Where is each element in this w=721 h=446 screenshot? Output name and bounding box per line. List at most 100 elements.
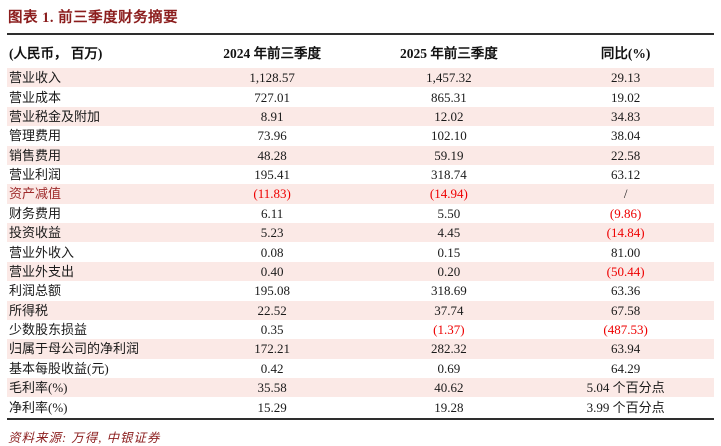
row-value: 37.74 bbox=[434, 302, 464, 318]
row-value: 22.52 bbox=[257, 302, 287, 318]
row-label: 营业外支出 bbox=[9, 263, 75, 279]
row-label: 销售费用 bbox=[9, 147, 62, 163]
row-value: 40.62 bbox=[434, 380, 464, 396]
table-row: 营业税金及附加 8.91 12.02 34.83 bbox=[7, 106, 714, 127]
table-header-row: (人民币， 百万) 2024 年前三季度 2025 年前三季度 同比(%) bbox=[7, 35, 714, 68]
row-value: 0.42 bbox=[260, 360, 284, 376]
row-label: 营业外收入 bbox=[9, 244, 75, 260]
figure-title: 图表 1. 前三季度财务摘要 bbox=[7, 3, 714, 35]
header-currency-unit: (人民币， 百万) bbox=[9, 46, 103, 61]
row-value: 318.69 bbox=[431, 283, 467, 299]
table-row: 所得税 22.52 37.74 67.58 bbox=[7, 300, 714, 320]
row-label: 财务费用 bbox=[9, 205, 62, 221]
row-value: 38.04 bbox=[611, 128, 641, 144]
row-value: 172.21 bbox=[254, 341, 290, 357]
table-row: 利润总额 195.08 318.69 63.36 bbox=[7, 281, 714, 300]
row-value: 4.45 bbox=[437, 225, 461, 241]
row-value: 5.23 bbox=[260, 225, 284, 241]
table-row: 财务费用 6.11 5.50 (9.86) bbox=[7, 204, 714, 223]
row-value: 5.50 bbox=[437, 205, 461, 221]
row-value: 67.58 bbox=[611, 302, 641, 318]
row-value: (50.44) bbox=[606, 263, 645, 279]
row-value: 59.19 bbox=[434, 147, 464, 163]
row-value: 12.02 bbox=[434, 108, 464, 124]
row-value: 865.31 bbox=[431, 89, 467, 105]
row-label: 所得税 bbox=[9, 302, 49, 318]
row-value: 35.58 bbox=[257, 380, 287, 396]
header-2024-period: 2024 年前三季度 bbox=[223, 46, 322, 61]
row-value: 0.08 bbox=[260, 244, 284, 260]
row-label: 利润总额 bbox=[9, 283, 62, 299]
table-row: 营业收入 1,128.57 1,457.32 29.13 bbox=[7, 68, 714, 88]
row-value: (14.84) bbox=[606, 225, 645, 241]
row-label: 营业利润 bbox=[9, 167, 62, 183]
row-value: 6.11 bbox=[260, 205, 284, 221]
row-value: 5.04 个百分点 bbox=[586, 380, 665, 396]
row-value: 318.74 bbox=[431, 167, 467, 183]
table-row: 归属于母公司的净利润 172.21 282.32 63.94 bbox=[7, 339, 714, 359]
row-value: 19.02 bbox=[611, 89, 641, 105]
row-value: 8.91 bbox=[260, 108, 284, 124]
table-row: 营业利润 195.41 318.74 63.12 bbox=[7, 165, 714, 184]
row-value: 64.29 bbox=[611, 360, 641, 376]
row-value: 73.96 bbox=[257, 128, 287, 144]
table-row: 管理费用 73.96 102.10 38.04 bbox=[7, 126, 714, 145]
row-value: 34.83 bbox=[611, 108, 641, 124]
row-value: (1.37) bbox=[433, 322, 465, 338]
row-label: 基本每股收益(元) bbox=[9, 360, 109, 376]
row-label: 毛利率(%) bbox=[9, 380, 68, 396]
row-value: 81.00 bbox=[611, 244, 641, 260]
table-row: 营业外收入 0.08 0.15 81.00 bbox=[7, 242, 714, 261]
row-value: (11.83) bbox=[253, 186, 291, 202]
header-2025-period: 2025 年前三季度 bbox=[399, 46, 498, 61]
table-row: 投资收益 5.23 4.45 (14.84) bbox=[7, 223, 714, 243]
row-label: 管理费用 bbox=[9, 128, 62, 144]
source-note: 资料来源: 万得, 中银证券 bbox=[8, 430, 161, 445]
row-value: (9.86) bbox=[609, 205, 642, 221]
table-row: 净利率(%) 15.29 19.28 3.99 个百分点 bbox=[7, 397, 714, 416]
table-bottom-rule bbox=[7, 417, 714, 420]
row-value: 1,457.32 bbox=[426, 70, 472, 86]
row-label: 营业成本 bbox=[9, 89, 62, 105]
row-value: (14.94) bbox=[429, 186, 468, 202]
financial-summary-table: (人民币， 百万) 2024 年前三季度 2025 年前三季度 同比(%) 营业… bbox=[7, 35, 714, 417]
table-row: 少数股东损益 0.35 (1.37) (487.53) bbox=[7, 320, 714, 339]
row-label: 资产减值 bbox=[9, 186, 62, 202]
row-label: 净利率(%) bbox=[9, 399, 68, 415]
row-label: 营业税金及附加 bbox=[9, 108, 101, 124]
table-row: 基本每股收益(元) 0.42 0.69 64.29 bbox=[7, 359, 714, 378]
row-value: / bbox=[623, 186, 628, 202]
row-value: 48.28 bbox=[257, 147, 287, 163]
row-value: 15.29 bbox=[257, 399, 287, 415]
row-value: 29.13 bbox=[611, 70, 641, 86]
row-value: 0.35 bbox=[260, 322, 284, 338]
row-label: 投资收益 bbox=[9, 225, 62, 241]
row-value: 63.12 bbox=[611, 167, 641, 183]
row-value: 1,128.57 bbox=[249, 70, 295, 86]
row-value: 63.94 bbox=[611, 341, 641, 357]
table-body: 营业收入 1,128.57 1,457.32 29.13 营业成本 727.01 865.3… bbox=[7, 68, 714, 417]
row-value: 727.01 bbox=[254, 89, 290, 105]
row-value: 0.69 bbox=[437, 360, 461, 376]
row-value: 195.41 bbox=[254, 167, 290, 183]
row-value: 0.20 bbox=[437, 263, 461, 279]
row-value: 102.10 bbox=[431, 128, 467, 144]
table-row: 销售费用 48.28 59.19 22.58 bbox=[7, 145, 714, 165]
row-value: 22.58 bbox=[611, 147, 641, 163]
row-value: 195.08 bbox=[254, 283, 290, 299]
row-value: 63.36 bbox=[611, 283, 641, 299]
header-yoy-percent: 同比(%) bbox=[600, 46, 651, 61]
row-label: 营业收入 bbox=[9, 70, 62, 86]
table-row: 营业外支出 0.40 0.20 (50.44) bbox=[7, 261, 714, 282]
row-value: 19.28 bbox=[434, 399, 464, 415]
row-value: 0.40 bbox=[260, 263, 284, 279]
row-label: 少数股东损益 bbox=[9, 322, 88, 338]
row-value: 0.15 bbox=[437, 244, 461, 260]
table-row: 毛利率(%) 35.58 40.62 5.04 个百分点 bbox=[7, 378, 714, 398]
row-label: 归属于母公司的净利润 bbox=[9, 341, 140, 357]
table-row: 资产减值 (11.83) (14.94) / bbox=[7, 184, 714, 204]
row-value: (487.53) bbox=[603, 322, 648, 338]
table-row: 营业成本 727.01 865.31 19.02 bbox=[7, 87, 714, 106]
row-value: 282.32 bbox=[431, 341, 467, 357]
